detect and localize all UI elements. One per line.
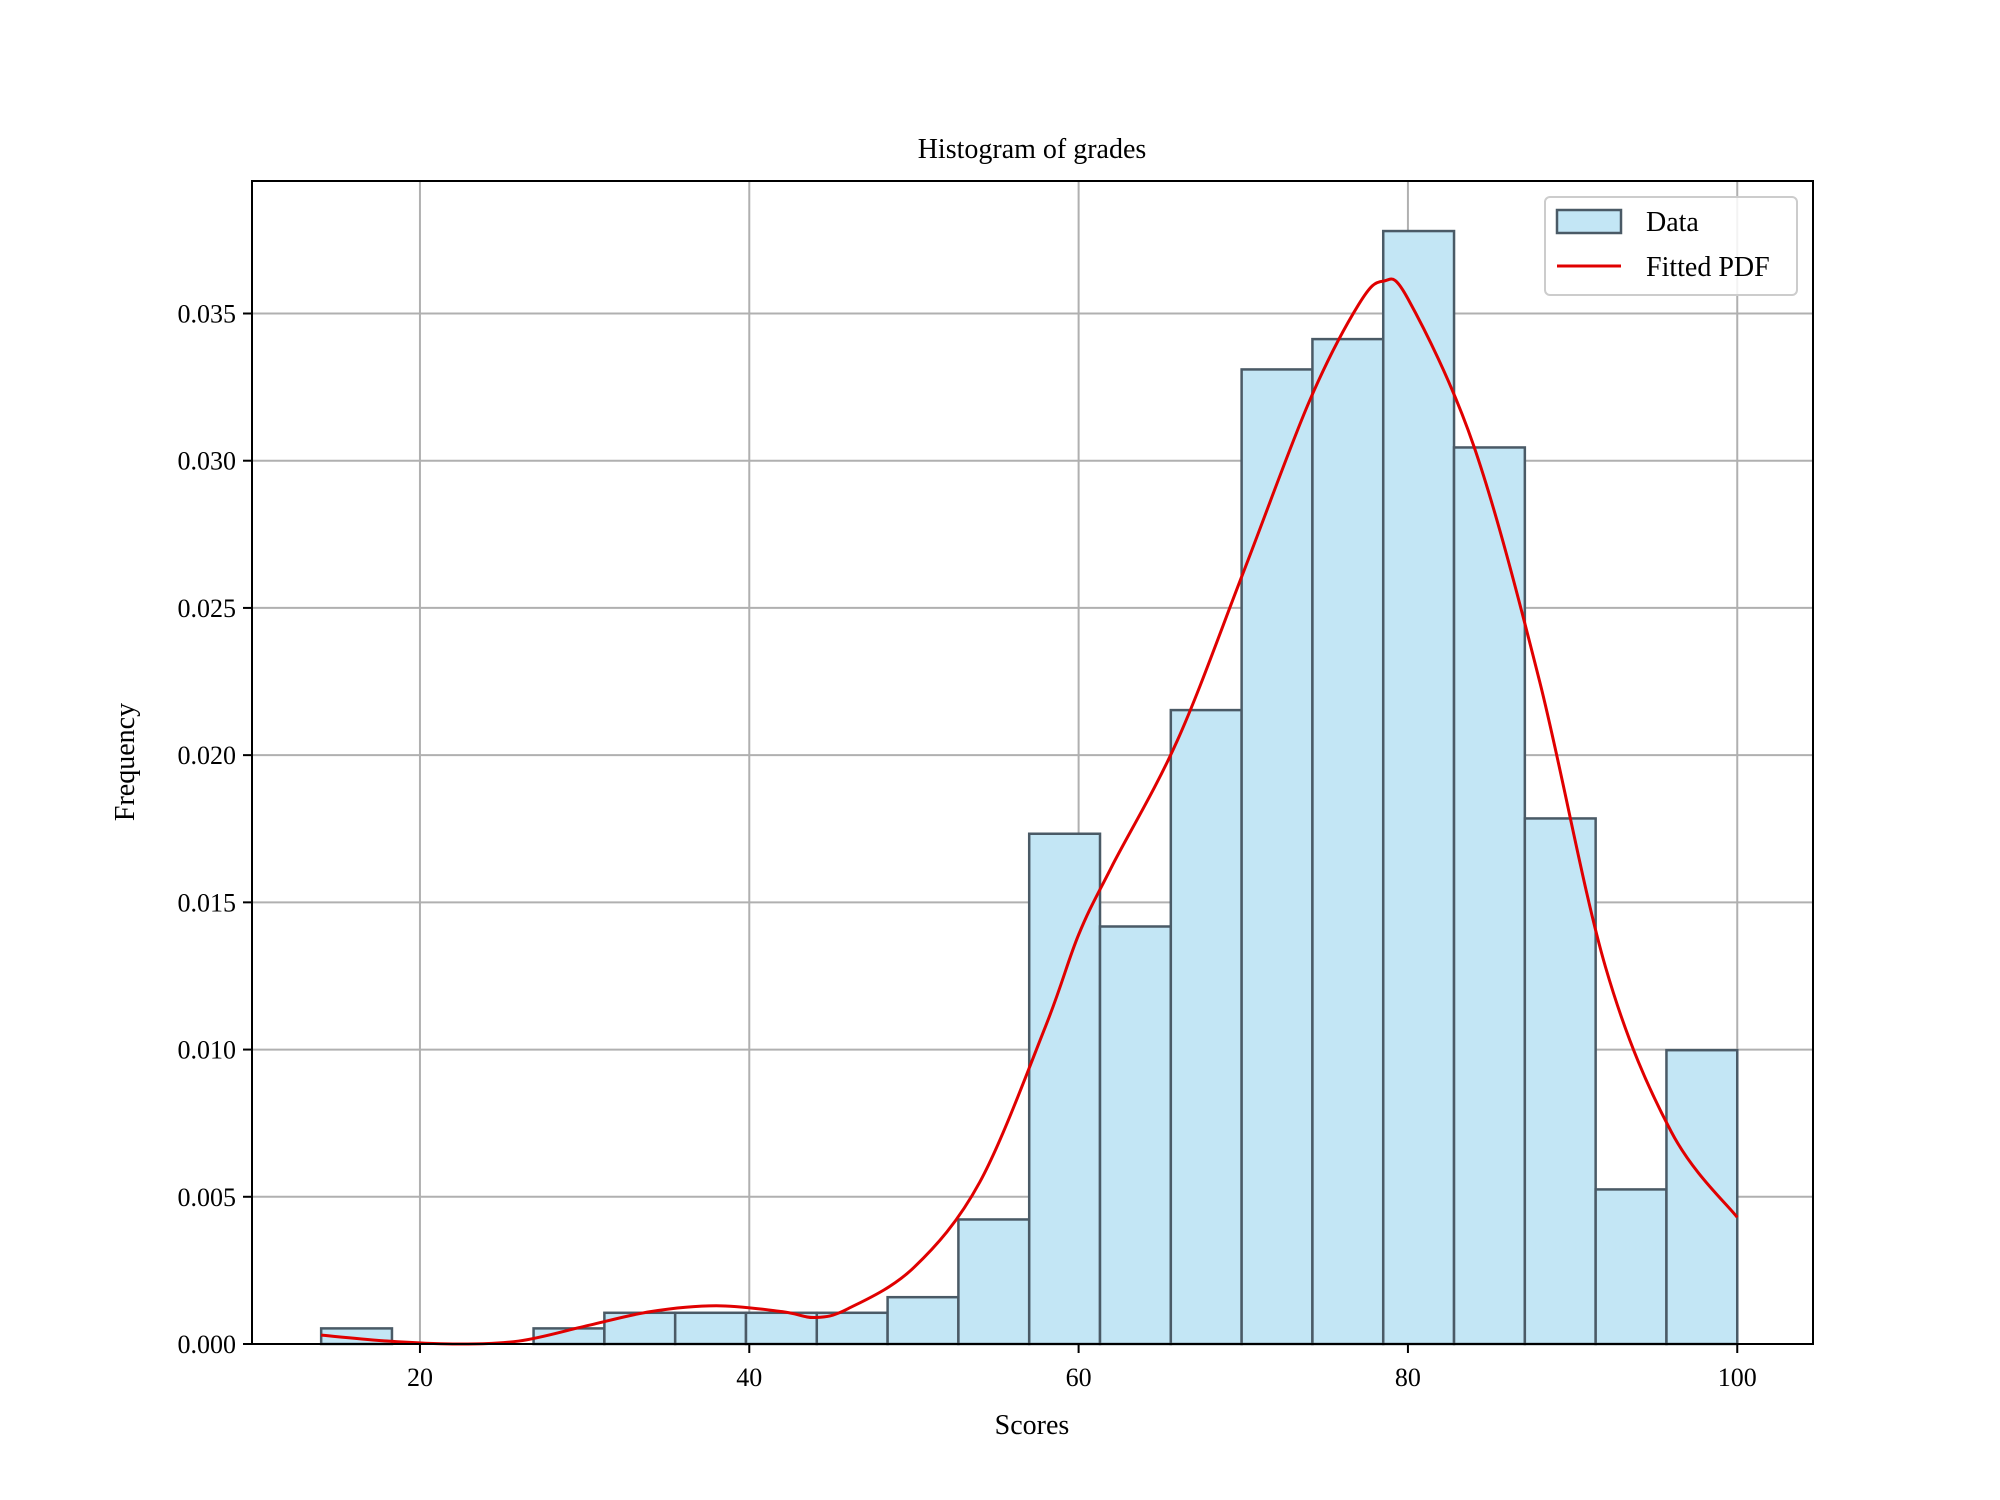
- x-axis-label: Scores: [995, 1410, 1070, 1441]
- histogram-bar: [1381, 229, 1456, 1346]
- histogram-bar: [1098, 925, 1173, 1346]
- x-tick-label: 60: [1066, 1363, 1092, 1392]
- histogram-bar: [886, 1295, 960, 1346]
- x-tick-label: 20: [407, 1363, 433, 1392]
- histogram-bar: [1169, 708, 1243, 1346]
- legend: Data Fitted PDF: [1544, 196, 1798, 296]
- legend-data-swatch: [1555, 208, 1623, 235]
- histogram-bars: [319, 229, 1739, 1346]
- legend-fitted-pdf-label: Fitted PDF: [1646, 252, 1770, 283]
- y-tick-label: 0.020: [178, 741, 237, 770]
- y-tick-label: 0.030: [178, 447, 237, 476]
- x-tick-label: 100: [1718, 1363, 1757, 1392]
- y-axis-label: Frequency: [110, 703, 141, 821]
- y-tick-label: 0.005: [178, 1183, 237, 1212]
- histogram-bar: [603, 1311, 677, 1346]
- histogram-bar: [1523, 817, 1597, 1346]
- y-tick-label: 0.000: [178, 1330, 237, 1359]
- x-axis: 20 40 60 80 100: [407, 1344, 1757, 1392]
- histogram-bar: [673, 1311, 748, 1346]
- histogram-bar: [1665, 1048, 1739, 1346]
- histogram-bar: [1452, 446, 1527, 1346]
- y-tick-label: 0.015: [178, 888, 237, 917]
- x-tick-label: 40: [736, 1363, 762, 1392]
- grid-lines: [252, 181, 1813, 1345]
- y-axis: 0.000 0.005 0.010 0.015 0.020 0.025 0.030 0.035: [178, 299, 252, 1359]
- legend-data-label: Data: [1646, 207, 1699, 238]
- histogram-bar: [1311, 337, 1385, 1346]
- y-tick-label: 0.035: [178, 299, 237, 328]
- y-tick-label: 0.025: [178, 594, 237, 623]
- fitted-pdf-line: [321, 277, 1739, 1346]
- histogram-bar: [1240, 368, 1314, 1346]
- histogram-bar: [957, 1218, 1031, 1346]
- plot-area-frame: [251, 180, 1814, 1345]
- chart-title: Histogram of grades: [918, 134, 1147, 165]
- histogram-bar: [1594, 1188, 1668, 1346]
- fitted-pdf-line-group: [321, 277, 1739, 1346]
- x-tick-label: 80: [1395, 1363, 1421, 1392]
- y-tick-label: 0.010: [178, 1036, 237, 1065]
